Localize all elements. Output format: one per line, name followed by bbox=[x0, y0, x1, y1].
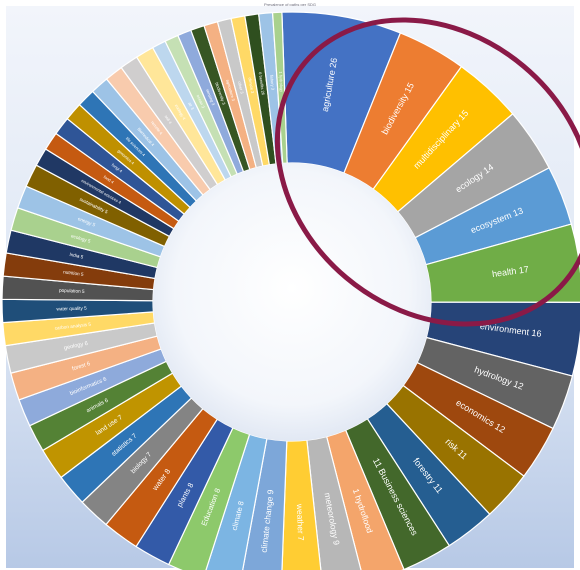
slice-label-ocean-3: ocean 3 bbox=[196, 94, 207, 110]
slice-label-india-5: India 5 bbox=[69, 252, 84, 260]
slice-label-carbon-analysis-5: carbon analysis 5 bbox=[54, 322, 91, 331]
slice-label-soil-4: soil 4 bbox=[164, 114, 174, 125]
slice-label-ecology-5: ecology 5 bbox=[70, 233, 91, 244]
slice-label-sensing-3: sensing 3 bbox=[205, 88, 216, 106]
slice-label-fishery-3: fishery 3 bbox=[269, 75, 275, 91]
slice-label-water-quality-5: water quality 5 bbox=[56, 306, 87, 312]
highlight-ellipse bbox=[274, 17, 580, 327]
slice-label-6-benefits-26: 6 benefits 26 bbox=[258, 72, 266, 96]
slice-label-air-3: air 3 bbox=[187, 101, 195, 111]
slice-label-population-5: population 5 bbox=[59, 288, 85, 294]
slices-layer bbox=[1, 11, 580, 570]
slice-label-agriculture-3: agriculture 3 bbox=[225, 79, 236, 102]
slice-label-weather-7: weather 7 bbox=[295, 503, 306, 541]
slice-label-geology-6: geology 6 bbox=[63, 341, 88, 352]
slice-label-nutrition-5: nutrition 5 bbox=[63, 269, 84, 277]
donut-hole bbox=[153, 163, 431, 441]
slice-label-fungi-4: fungi 4 bbox=[111, 162, 124, 174]
slice-label-food-4: food 4 bbox=[103, 174, 116, 185]
slice-label-other-3: other 3 bbox=[237, 81, 245, 95]
slice-label-energy-5: energy 5 bbox=[77, 216, 96, 227]
slice-label-forest-6: forest 6 bbox=[71, 361, 91, 372]
slice-label-1-hydrology: 1 hydrology bbox=[278, 71, 284, 92]
slice-label-climate-3: climate 3 bbox=[247, 77, 255, 94]
slice-label-health-17: health 17 bbox=[491, 264, 529, 279]
